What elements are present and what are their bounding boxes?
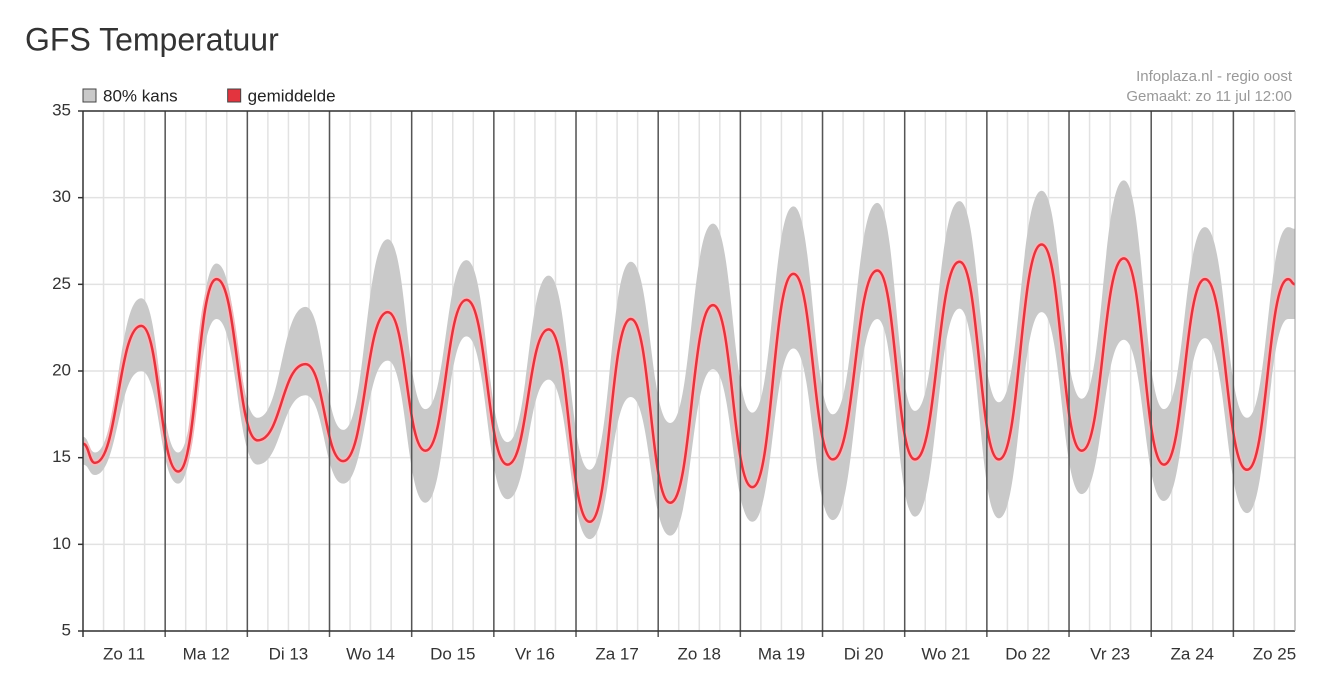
- y-tick-label: 5: [62, 620, 71, 639]
- x-tick-label: Zo 18: [678, 644, 721, 663]
- legend-swatch: [82, 88, 97, 103]
- legend: 80% kans gemiddelde: [82, 86, 336, 105]
- x-tick-label: Di 13: [269, 644, 309, 663]
- y-tick-label: 25: [52, 274, 71, 293]
- marks: [81, 180, 1296, 540]
- credit: Gemaakt: zo 11 jul 12:00: [1126, 88, 1292, 105]
- axes: 5 10 15 20 25 30 35 Zo 11 Ma 12 Di 13 Wo 14 Do 15 Vr…: [52, 100, 1296, 663]
- x-tick-label: Zo 11: [103, 644, 145, 663]
- x-tick-label: Ma 19: [758, 644, 805, 663]
- credit: Infoplaza.nl - regio oost: [1136, 68, 1293, 85]
- legend-swatch: [227, 88, 242, 103]
- x-tick-label: Za 24: [1171, 644, 1214, 663]
- line: [82, 243, 1296, 524]
- y-tick-label: 30: [52, 187, 71, 206]
- y-tick-label: 20: [52, 360, 71, 379]
- x-tick-label: Di 20: [844, 644, 884, 663]
- y-tick-label: 10: [52, 534, 71, 553]
- x-tick-label: Do 15: [430, 644, 475, 663]
- y-tick-label: 35: [52, 100, 71, 119]
- x-tick-label: Vr 23: [1090, 644, 1130, 663]
- x-tick-label: Vr 16: [515, 644, 555, 663]
- x-tick-label: Wo 21: [921, 644, 970, 663]
- y-tick-label: 15: [52, 447, 71, 466]
- x-tick-label: Ma 12: [183, 644, 230, 663]
- legend-label: gemiddelde: [248, 86, 336, 105]
- band: [83, 180, 1295, 540]
- x-tick-labels: Zo 11 Ma 12 Di 13 Wo 14 Do 15 Vr 16 Za 17 Zo 18…: [103, 644, 1296, 663]
- x-tick-label: Zo 25: [1253, 644, 1296, 663]
- x-tick-label: Wo 14: [346, 644, 395, 663]
- legend-label: 80% kans: [103, 86, 178, 105]
- x-tick-label: Za 17: [595, 644, 638, 663]
- x-tick-label: Do 22: [1005, 644, 1050, 663]
- chart-title: GFS Temperatuur: [25, 21, 279, 57]
